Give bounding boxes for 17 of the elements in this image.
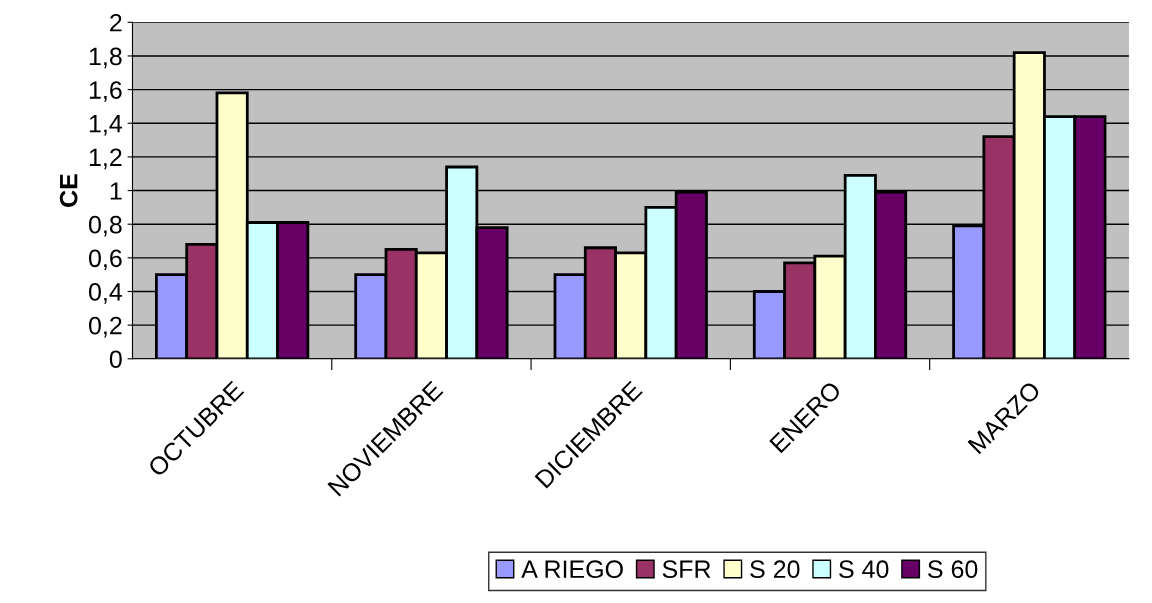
y-tick-label: 1,2 <box>89 148 122 170</box>
y-tick-label: 1,6 <box>89 81 122 102</box>
y-tick-label: 0,4 <box>88 283 123 304</box>
y-axis-title: CE <box>59 174 78 207</box>
y-tick-label: 1,8 <box>89 47 122 69</box>
legend-label: S 40 <box>839 560 889 579</box>
legend-label: S 60 <box>928 560 978 579</box>
legend-label: SFR <box>662 560 711 579</box>
y-tick-label: 0,2 <box>88 316 122 338</box>
y-tick-label: 2 <box>110 13 122 32</box>
y-tick-label: 0 <box>109 350 122 369</box>
legend-label: S 20 <box>750 560 800 579</box>
y-tick-label: 0,8 <box>88 215 122 237</box>
y-tick-label: 1,4 <box>89 115 123 136</box>
y-tick-label: 0,6 <box>88 249 122 271</box>
legend-label: A RIEGO <box>521 560 623 579</box>
y-tick-label: 1 <box>110 182 122 200</box>
